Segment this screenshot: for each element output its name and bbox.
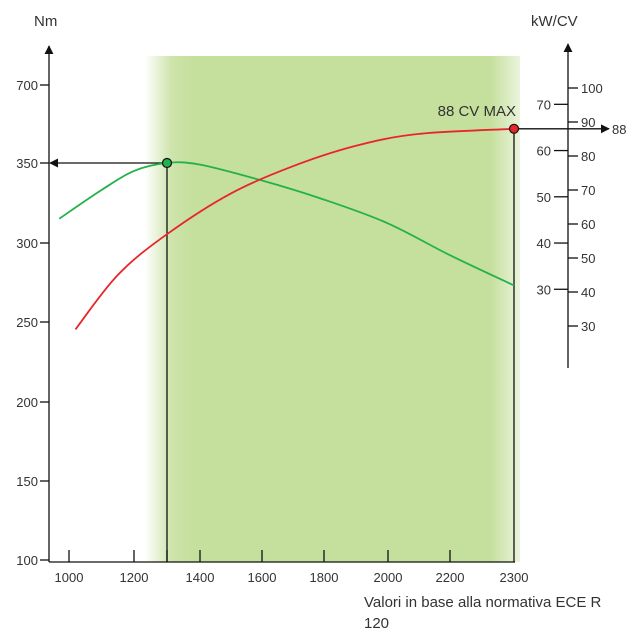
- footnote: Valori in base alla normativa ECE R 120: [364, 594, 602, 632]
- right-cv-tick-label: 50: [581, 251, 595, 266]
- x-tick-label: 1800: [310, 570, 339, 585]
- left-tick-label: 150: [16, 474, 38, 489]
- left-tick-label: 250: [16, 315, 38, 330]
- x-tick-label: 1200: [120, 570, 149, 585]
- power-peak-label: 88 CV MAX: [438, 103, 516, 120]
- x-tick-label: 1600: [248, 570, 277, 585]
- x-tick-label: 1000: [55, 570, 84, 585]
- right-kw-tick-label: 30: [537, 282, 551, 297]
- left-tick-label: 700: [16, 78, 38, 93]
- power-peak-point: [508, 123, 520, 134]
- right-cv-tick-label: 80: [581, 149, 595, 164]
- left-tick-label: 300: [16, 236, 38, 251]
- x-tick-label: 2300: [500, 570, 529, 585]
- left-axis-unit: Nm: [34, 13, 57, 30]
- right-cv-tick-label: 70: [581, 183, 595, 198]
- right-cv-tick-label: 30: [581, 319, 595, 334]
- torque-peak-label: 350: [16, 156, 38, 171]
- x-tick-label: 2000: [374, 570, 403, 585]
- x-tick-label: 1400: [186, 570, 215, 585]
- left-tick-label: 200: [16, 395, 38, 410]
- right-cv-tick-label: 100: [581, 81, 603, 96]
- torque-peak-point: [161, 157, 173, 169]
- x-tick-label: 2200: [436, 570, 465, 585]
- right-axis-unit: kW/CV: [531, 13, 578, 30]
- x-axis-ticks: 1000 1200 1400 1600 1800 2000 2200 2300: [55, 550, 529, 585]
- right-cv-tick-label: 60: [581, 217, 595, 232]
- right-kw-tick-label: 40: [537, 236, 551, 251]
- right-kw-tick-label: 60: [537, 144, 551, 159]
- right-kw-tick-label: 70: [537, 97, 551, 112]
- power-curve: [74, 127, 515, 330]
- left-tick-label: 100: [16, 553, 38, 568]
- right-cv-tick-label: 90: [581, 115, 595, 130]
- right-kw-tick-label: 50: [537, 190, 551, 205]
- power-peak-axis-label: 88: [612, 122, 626, 137]
- right-cv-tick-label: 40: [581, 285, 595, 300]
- operating-band: [145, 56, 520, 562]
- torque-curve: [58, 161, 515, 287]
- right-axis-ticks: 70 60 50 40 30 100 90 80 70 60 50 40 30: [537, 81, 603, 334]
- left-axis-ticks: 700 350 300 250 200 150 100: [16, 78, 49, 568]
